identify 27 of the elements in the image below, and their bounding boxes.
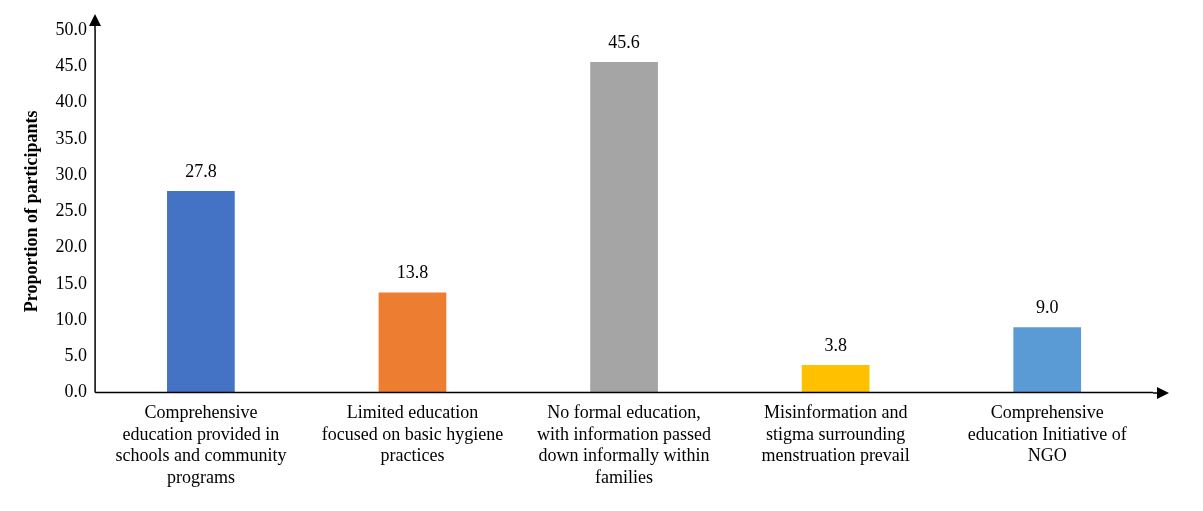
y-tick-label: 30.0 (55, 163, 88, 184)
data-label: 13.8 (396, 262, 429, 283)
y-tick-label: 20.0 (55, 236, 88, 257)
y-axis-title: Proportion of participants (21, 110, 42, 313)
x-tick-label: Limited education focused on basic hygiene practices (321, 402, 504, 466)
y-tick-label: 5.0 (64, 345, 88, 366)
data-label: 45.6 (608, 31, 640, 52)
data-label: 3.8 (824, 334, 847, 355)
data-label: 9.0 (1035, 297, 1059, 318)
y-tick-label: 10.0 (55, 308, 88, 329)
bar (167, 190, 235, 393)
x-tick-label: No formal education, with information passed down informally within families (537, 402, 712, 487)
x-tick-label: Comprehensive education Initiative of NGO (967, 402, 1127, 466)
x-tick-label: Comprehensive education provided in schools and community programs (115, 402, 287, 487)
data-label: 27.8 (185, 160, 217, 181)
y-tick-label: 45.0 (55, 54, 88, 75)
y-tick-label: 35.0 (55, 127, 88, 148)
y-tick-label: 25.0 (55, 200, 88, 221)
y-tick-label: 50.0 (55, 18, 88, 39)
bar (378, 292, 447, 393)
bar (1013, 327, 1082, 393)
y-tick-label: 15.0 (55, 272, 88, 293)
bar (590, 61, 658, 393)
y-tick-label: 40.0 (55, 91, 88, 112)
y-tick-label: 0.0 (64, 381, 88, 402)
x-tick-label: Misinformation and stigma surrounding menstruation prevail (761, 402, 910, 466)
bar (801, 365, 870, 393)
